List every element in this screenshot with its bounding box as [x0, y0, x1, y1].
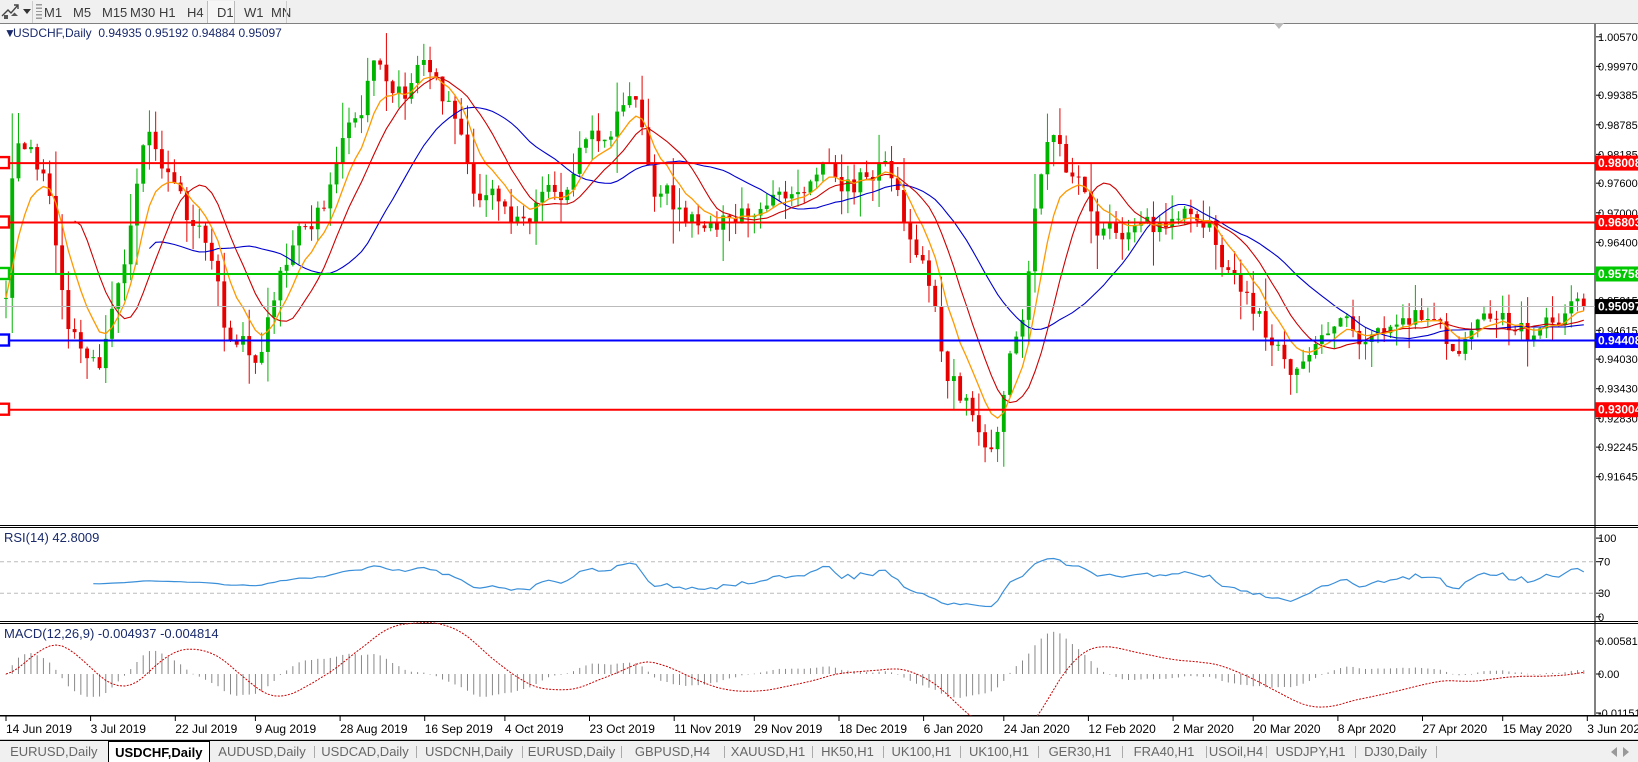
svg-text:0.97600: 0.97600	[1598, 178, 1638, 190]
svg-text:22 Jul 2019: 22 Jul 2019	[175, 722, 237, 736]
svg-text:28 Aug 2019: 28 Aug 2019	[340, 722, 408, 736]
svg-text:16 Sep 2019: 16 Sep 2019	[425, 722, 493, 736]
svg-text:27 Apr 2020: 27 Apr 2020	[1423, 722, 1488, 736]
svg-text:0.94408: 0.94408	[1598, 334, 1638, 348]
svg-text:0.93004: 0.93004	[1598, 403, 1638, 417]
svg-text:30: 30	[1598, 588, 1610, 600]
svg-text:6 Jan 2020: 6 Jan 2020	[924, 722, 984, 736]
svg-text:12 Feb 2020: 12 Feb 2020	[1088, 722, 1156, 736]
svg-text:0.99385: 0.99385	[1598, 90, 1638, 102]
svg-text:3 Jul 2019: 3 Jul 2019	[91, 722, 147, 736]
svg-text:0.98008: 0.98008	[1598, 156, 1638, 170]
svg-text:14 Jun 2019: 14 Jun 2019	[6, 722, 72, 736]
svg-text:0.95758: 0.95758	[1598, 267, 1638, 281]
svg-text:1.00570: 1.00570	[1598, 32, 1638, 44]
svg-text:100: 100	[1598, 533, 1616, 545]
svg-text:70: 70	[1598, 557, 1610, 569]
svg-text:2 Mar 2020: 2 Mar 2020	[1173, 722, 1234, 736]
svg-text:3 Jun 2020: 3 Jun 2020	[1587, 722, 1638, 736]
svg-text:18 Dec 2019: 18 Dec 2019	[839, 722, 907, 736]
svg-text:0.93430: 0.93430	[1598, 384, 1638, 396]
svg-text:11 Nov 2019: 11 Nov 2019	[674, 722, 741, 736]
svg-text:0.95097: 0.95097	[1598, 300, 1638, 314]
svg-text:0.96803: 0.96803	[1598, 215, 1638, 229]
svg-text:0.98785: 0.98785	[1598, 120, 1638, 132]
svg-text:29 Nov 2019: 29 Nov 2019	[754, 722, 822, 736]
svg-text:23 Oct 2019: 23 Oct 2019	[590, 722, 656, 736]
svg-text:4 Oct 2019: 4 Oct 2019	[505, 722, 564, 736]
svg-text:8 Apr 2020: 8 Apr 2020	[1338, 722, 1396, 736]
svg-text:0.96400: 0.96400	[1598, 237, 1638, 249]
svg-text:0: 0	[1598, 612, 1604, 624]
svg-text:0.00: 0.00	[1598, 669, 1619, 681]
svg-text:15 May 2020: 15 May 2020	[1503, 722, 1573, 736]
svg-text:0.91645: 0.91645	[1598, 472, 1638, 484]
svg-text:24 Jan 2020: 24 Jan 2020	[1004, 722, 1070, 736]
svg-text:0.005818: 0.005818	[1598, 636, 1638, 648]
svg-text:0.94030: 0.94030	[1598, 354, 1638, 366]
svg-text:20 Mar 2020: 20 Mar 2020	[1253, 722, 1321, 736]
svg-text:0.92245: 0.92245	[1598, 442, 1638, 454]
svg-text:0.99970: 0.99970	[1598, 61, 1638, 73]
svg-text:9 Aug 2019: 9 Aug 2019	[255, 722, 316, 736]
